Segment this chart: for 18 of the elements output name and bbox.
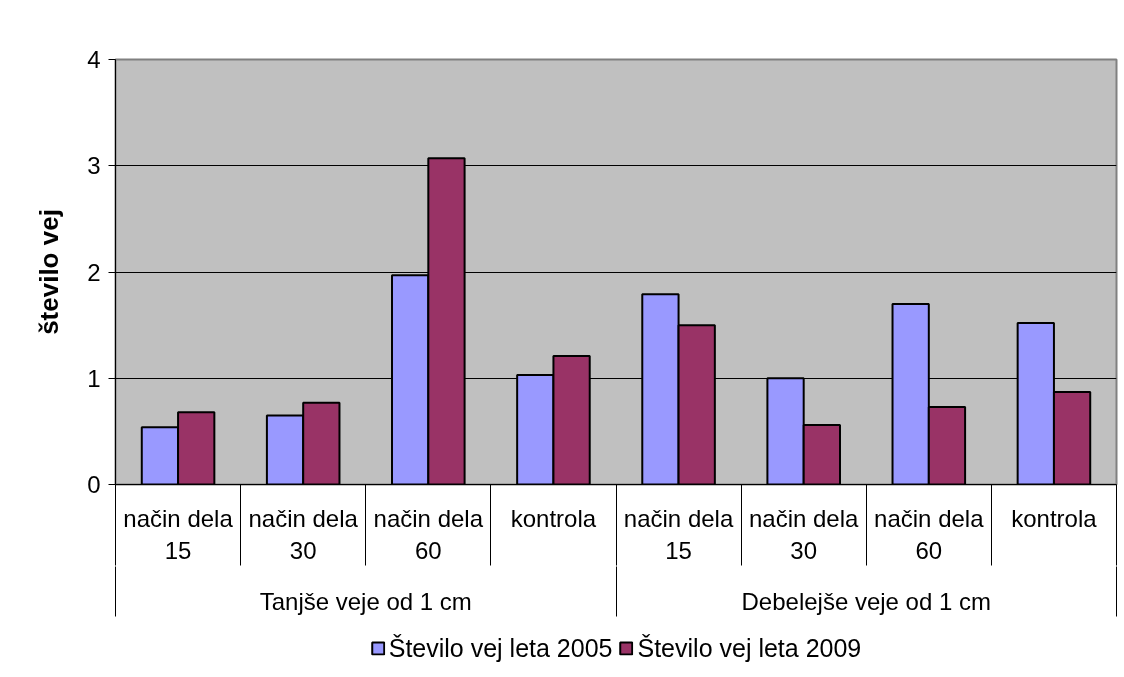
text: Debelejše veje od 1 cm [741, 587, 991, 615]
x-tick-label: način dela 30 [748, 504, 860, 564]
x-tick-label: način dela 60 [373, 504, 484, 564]
text: Tanjše veje od 1 cm [259, 587, 472, 615]
x-tick-label: način dela 60 [874, 504, 985, 564]
x-tick-label: način dela 30 [248, 504, 359, 564]
legend-label: Število vej leta 2009 [637, 633, 862, 663]
legend-label: Število vej leta 2005 [388, 633, 613, 663]
x-tick-label: način dela 15 [623, 504, 734, 564]
x-tick-label: kontrola [1011, 504, 1098, 532]
y-tick-label: 3 [87, 152, 101, 180]
y-tick-label: 2 [87, 258, 101, 286]
y-tick-label: 0 [87, 471, 101, 498]
x-tick-label: kontrola [510, 504, 597, 532]
y-axis-title: število vej [34, 209, 65, 335]
y-tick-label: 4 [87, 46, 101, 73]
y-tick-label: 1 [87, 364, 101, 392]
x-tick-label: način dela 15 [123, 504, 234, 564]
